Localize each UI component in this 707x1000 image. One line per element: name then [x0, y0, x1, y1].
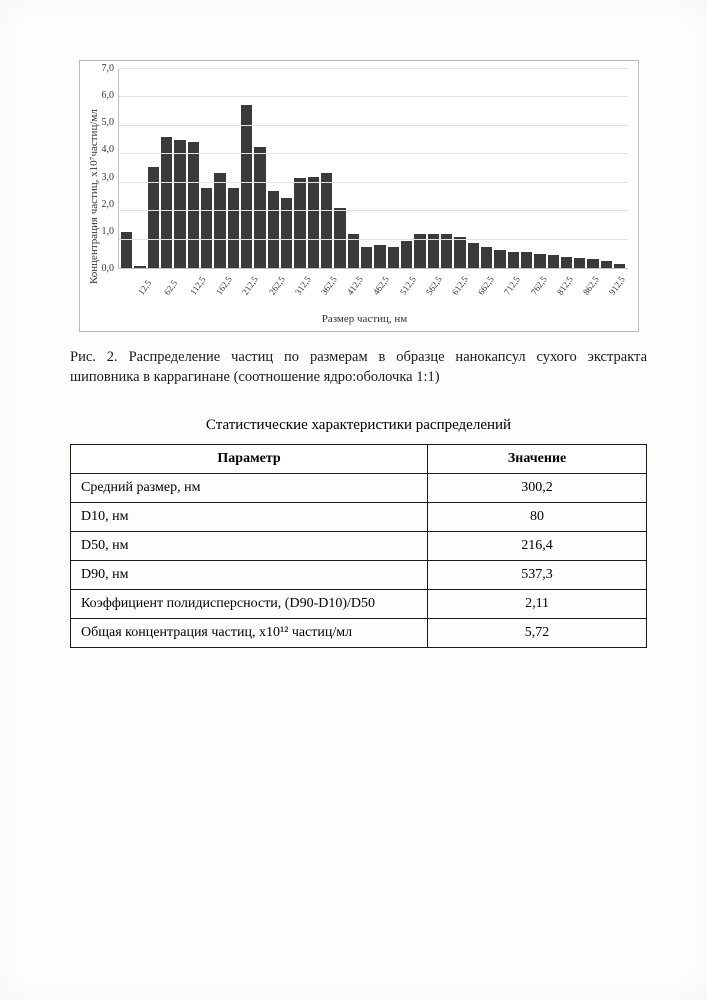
gridline [119, 96, 628, 97]
bar [174, 140, 185, 268]
table-row: D10, нм80 [71, 503, 647, 532]
table-row: D50, нм216,4 [71, 532, 647, 561]
y-tick-label: 3,0 [102, 173, 115, 183]
col-header-value: Значение [428, 445, 647, 474]
bar [534, 254, 545, 268]
bar [281, 198, 292, 269]
cell-param: D50, нм [71, 532, 428, 561]
y-tick-label: 5,0 [102, 118, 115, 128]
plot-area: 7,06,05,04,03,02,01,00,0 [102, 69, 628, 269]
gridline [119, 182, 628, 183]
bar [468, 243, 479, 268]
y-tick-label: 6,0 [102, 91, 115, 101]
table-title: Статистические характеристики распределе… [70, 417, 647, 434]
table-row: Коэффициент полидисперсности, (D90-D10)/… [71, 590, 647, 619]
bar [214, 173, 225, 268]
stats-table: Параметр Значение Средний размер, нм300,… [70, 444, 647, 648]
table-row: Средний размер, нм300,2 [71, 474, 647, 503]
bar [601, 261, 612, 268]
bar [521, 252, 532, 268]
bar [361, 247, 372, 268]
cell-value: 300,2 [428, 474, 647, 503]
cell-value: 5,72 [428, 619, 647, 648]
y-tick-label: 7,0 [102, 64, 115, 74]
plot-column: 7,06,05,04,03,02,01,00,0 12,562,5112,516… [102, 69, 628, 325]
table-row: Общая концентрация частиц, х10¹² частиц/… [71, 619, 647, 648]
cell-param: Общая концентрация частиц, х10¹² частиц/… [71, 619, 428, 648]
y-tick-label: 4,0 [102, 145, 115, 155]
bar [294, 178, 305, 268]
bar [614, 264, 625, 268]
bar [508, 252, 519, 268]
y-ticks: 7,06,05,04,03,02,01,00,0 [102, 69, 119, 269]
gridline [119, 210, 628, 211]
cell-param: Средний размер, нм [71, 474, 428, 503]
bar [321, 173, 332, 268]
page: Концентрация частиц, х10⁷частиц/мл 7,0 6,… [0, 0, 707, 1000]
col-header-param: Параметр [71, 445, 428, 474]
figure-caption: Рис. 2. Распределение частиц по размерам… [70, 348, 647, 387]
bar [241, 105, 252, 268]
chart-grid [118, 69, 628, 269]
y-tick-label: 2,0 [102, 200, 115, 210]
chart-container: Концентрация частиц, х10⁷частиц/мл 7,0 6,… [79, 60, 639, 332]
bar [134, 266, 145, 268]
cell-value: 216,4 [428, 532, 647, 561]
y-tick-label: 1,0 [102, 227, 115, 237]
y-axis-label: Концентрация частиц, х10⁷частиц/мл [86, 69, 102, 325]
cell-value: 80 [428, 503, 647, 532]
table-row: D90, нм537,3 [71, 561, 647, 590]
bar [161, 137, 172, 268]
table-body: Средний размер, нм300,2D10, нм80D50, нм2… [71, 474, 647, 648]
bar [481, 247, 492, 268]
bar [374, 245, 385, 268]
cell-value: 537,3 [428, 561, 647, 590]
x-ticks: 12,562,5112,5162,5212,5262,5312,5362,541… [102, 273, 628, 311]
bar [268, 191, 279, 268]
bar [228, 188, 239, 268]
bar [388, 247, 399, 268]
bar [308, 177, 319, 268]
bar [401, 241, 412, 268]
bar [454, 237, 465, 268]
bar [188, 142, 199, 268]
bar [548, 255, 559, 268]
cell-value: 2,11 [428, 590, 647, 619]
gridline [119, 68, 628, 69]
cell-param: D10, нм [71, 503, 428, 532]
bar [574, 258, 585, 268]
x-axis-label: Размер частиц, нм [102, 313, 628, 325]
gridline [119, 125, 628, 126]
gridline [119, 153, 628, 154]
gridline [119, 239, 628, 240]
bar [201, 188, 212, 268]
cell-param: Коэффициент полидисперсности, (D90-D10)/… [71, 590, 428, 619]
table-head: Параметр Значение [71, 445, 647, 474]
cell-param: D90, нм [71, 561, 428, 590]
bar [587, 259, 598, 268]
bar [561, 257, 572, 268]
bar [254, 147, 265, 268]
table-header-row: Параметр Значение [71, 445, 647, 474]
chart-inner: Концентрация частиц, х10⁷частиц/мл 7,06,… [86, 69, 628, 325]
bar [494, 250, 505, 268]
